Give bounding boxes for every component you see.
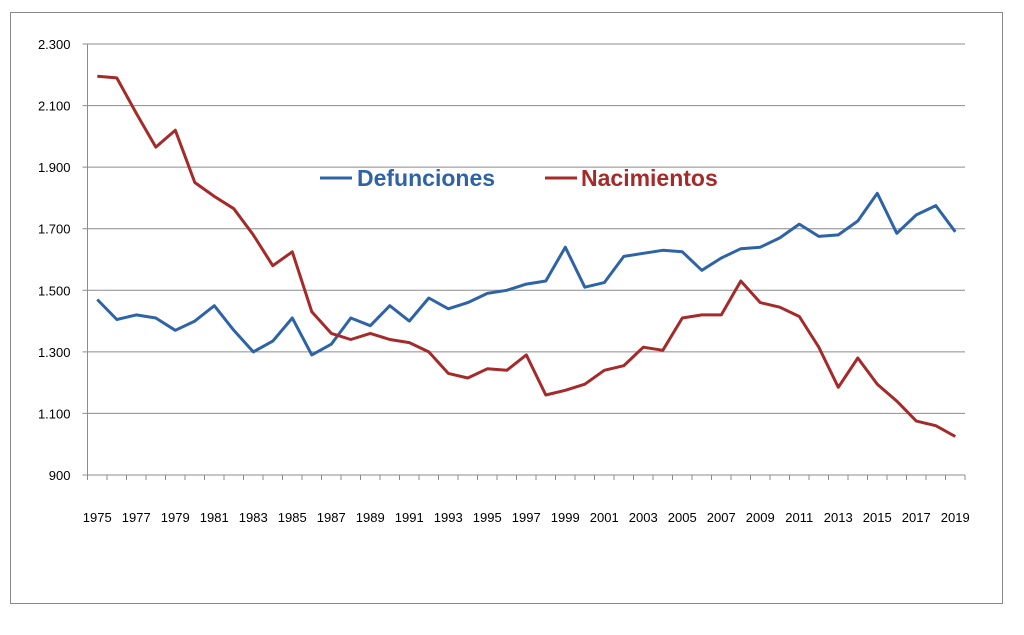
y-tick-label: 2.100: [38, 99, 71, 114]
y-tick-label: 900: [49, 468, 71, 483]
series-lines: [96, 74, 957, 438]
legend-label-defunciones: Defunciones: [357, 165, 495, 191]
x-tick-label: 1995: [473, 510, 502, 525]
x-tick-label: 1987: [317, 510, 346, 525]
series-line-nacimientos: [97, 74, 957, 438]
x-tick-label: 1981: [200, 510, 229, 525]
x-tick-label: 2015: [863, 510, 892, 525]
x-tick-label: 1983: [239, 510, 268, 525]
x-tick-label: 2001: [590, 510, 619, 525]
legend: Defunciones Nacimientos: [320, 165, 718, 191]
x-tick-label: 1977: [122, 510, 151, 525]
x-tick-label: 2007: [707, 510, 736, 525]
x-tick-label: 2003: [629, 510, 658, 525]
gridlines: [82, 43, 965, 476]
x-tick-label: 1979: [161, 510, 190, 525]
x-tick-label: 1989: [356, 510, 385, 525]
y-tick-label: 1.100: [38, 406, 71, 421]
series-line-defunciones: [96, 191, 957, 357]
x-tick-label: 1997: [512, 510, 541, 525]
x-tick-label: 1993: [434, 510, 463, 525]
x-tick-label: 1985: [278, 510, 307, 525]
y-tick-label: 1.500: [38, 283, 71, 298]
x-tick-label: 1999: [551, 510, 580, 525]
x-axis: 1975 1977 1979 1981 1983 1985 1987 1989 1991 1993…: [83, 44, 970, 525]
x-tick-label: 2011: [785, 510, 813, 525]
x-tick-label: 2017: [902, 510, 931, 525]
x-tick-label: 2009: [746, 510, 775, 525]
y-tick-label: 2.300: [38, 37, 71, 52]
x-tick-label: 2013: [824, 510, 853, 525]
y-tick-label: 1.900: [38, 160, 71, 175]
y-tick-label: 1.300: [38, 345, 71, 360]
x-tick-label: 1975: [83, 510, 112, 525]
y-axis-ticks: 900 1.100 1.300 1.500 1.700 1.900 2.100 2.300: [38, 37, 71, 483]
x-tick-label: 1991: [395, 510, 424, 525]
x-tick-label: 2005: [668, 510, 697, 525]
y-tick-label: 1.700: [38, 222, 71, 237]
x-tick-label: 2019: [941, 510, 970, 525]
chart-frame: [10, 12, 1003, 604]
legend-label-nacimientos: Nacimientos: [581, 165, 718, 191]
